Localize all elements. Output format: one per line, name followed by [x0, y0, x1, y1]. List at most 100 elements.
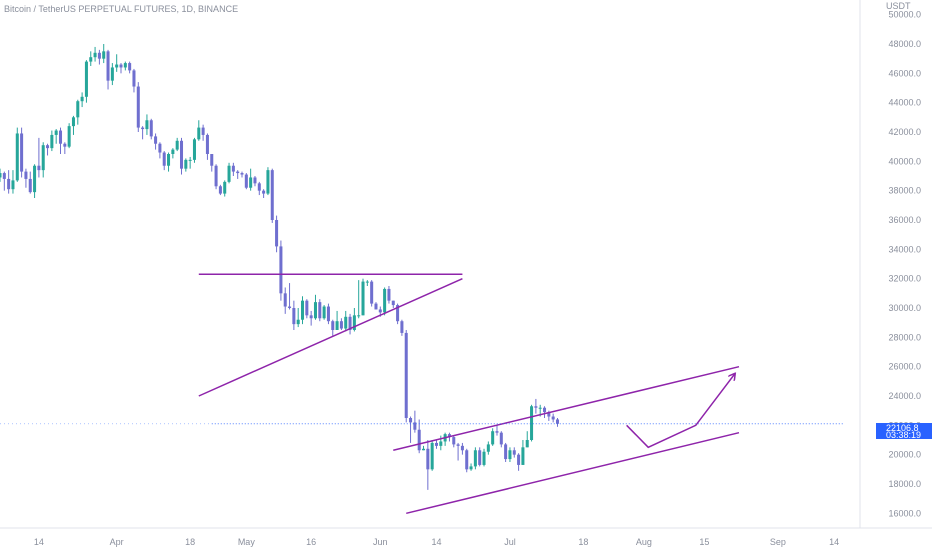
candle — [508, 447, 512, 462]
candle — [257, 181, 261, 196]
candle — [184, 158, 188, 172]
candle-body — [495, 431, 499, 433]
candle-body — [262, 190, 266, 194]
candle — [67, 123, 71, 149]
candle — [365, 280, 369, 286]
candle — [301, 296, 305, 325]
candle — [24, 168, 28, 188]
candle — [270, 168, 274, 223]
candle-body — [456, 444, 460, 446]
candle — [33, 164, 37, 198]
candle-body — [413, 422, 417, 430]
candle — [145, 114, 149, 135]
candle-body — [460, 445, 464, 451]
candle-body — [469, 466, 473, 470]
candle — [318, 299, 322, 322]
candle-body — [547, 412, 551, 417]
candle — [478, 447, 482, 467]
candle — [417, 419, 421, 454]
time-axis[interactable]: 14 Apr 18 May 16 Jun 14 Jul 18 Aug 15 Sep 14 — [0, 527, 932, 547]
candle-body — [478, 450, 482, 465]
candle — [167, 152, 171, 172]
time-tick-label: 16 — [306, 537, 316, 547]
candle-body — [15, 133, 19, 181]
candle-body — [93, 52, 97, 58]
candle-body — [80, 96, 84, 102]
candle — [413, 410, 417, 433]
candle — [452, 435, 456, 448]
candle-body — [162, 152, 166, 166]
candle-body — [119, 64, 123, 68]
candle-body — [102, 51, 106, 59]
candle-body — [465, 450, 469, 470]
candle-body — [434, 442, 438, 446]
candle — [491, 428, 495, 446]
candle — [28, 171, 32, 194]
candle-body — [37, 165, 41, 171]
channel-upper[interactable] — [393, 365, 740, 451]
candle — [201, 124, 205, 141]
candle — [348, 313, 352, 335]
candle — [499, 431, 503, 448]
candle-body — [266, 170, 270, 194]
price-tick-label: 30000.0 — [888, 303, 921, 313]
candle-body — [179, 140, 184, 169]
rising-support[interactable] — [198, 277, 463, 397]
channel-lower[interactable] — [406, 431, 740, 515]
candle — [7, 170, 11, 194]
candle-body — [41, 145, 45, 171]
candle — [110, 63, 114, 86]
candle — [253, 176, 257, 187]
candle-body — [54, 130, 58, 135]
candle — [283, 287, 287, 314]
projection[interactable] — [626, 374, 735, 449]
candle — [517, 453, 521, 471]
candle — [266, 167, 270, 196]
candle — [387, 286, 391, 304]
price-tick-label: 34000.0 — [888, 244, 921, 254]
candle-body — [543, 407, 547, 413]
candle-body — [525, 440, 529, 448]
candle-body — [24, 171, 28, 179]
candle-body — [84, 61, 88, 97]
candle-body — [158, 143, 162, 153]
candle-body — [318, 302, 322, 319]
candle-body — [430, 442, 434, 470]
candle — [179, 137, 184, 175]
candle-body — [365, 281, 369, 283]
candle — [249, 168, 253, 191]
candle — [128, 61, 132, 74]
candle — [0, 168, 2, 182]
candle — [244, 173, 248, 190]
candle — [84, 60, 88, 103]
candle-body — [391, 300, 395, 306]
candle — [344, 310, 348, 332]
candle — [288, 283, 292, 310]
candle-body — [132, 70, 136, 87]
candle-body — [184, 159, 188, 169]
candle-body — [0, 173, 2, 178]
candle-body — [517, 454, 521, 465]
candle-body — [361, 281, 365, 316]
candle — [119, 63, 123, 74]
candle — [361, 278, 365, 316]
candle-body — [538, 407, 542, 409]
candle — [335, 310, 339, 330]
candle-body — [275, 220, 279, 247]
candle — [218, 184, 222, 196]
candle-body — [106, 51, 110, 81]
candle-body — [20, 133, 24, 172]
candle — [58, 127, 63, 154]
candle-body — [292, 308, 296, 325]
candle — [205, 133, 209, 160]
candle-body — [28, 178, 32, 193]
candle-body — [322, 306, 326, 319]
candle-body — [58, 130, 63, 144]
candle-body — [447, 434, 451, 438]
candle-body — [512, 450, 516, 455]
drawing-layer[interactable] — [0, 273, 843, 515]
candle-body — [409, 418, 413, 423]
candle — [141, 126, 145, 140]
